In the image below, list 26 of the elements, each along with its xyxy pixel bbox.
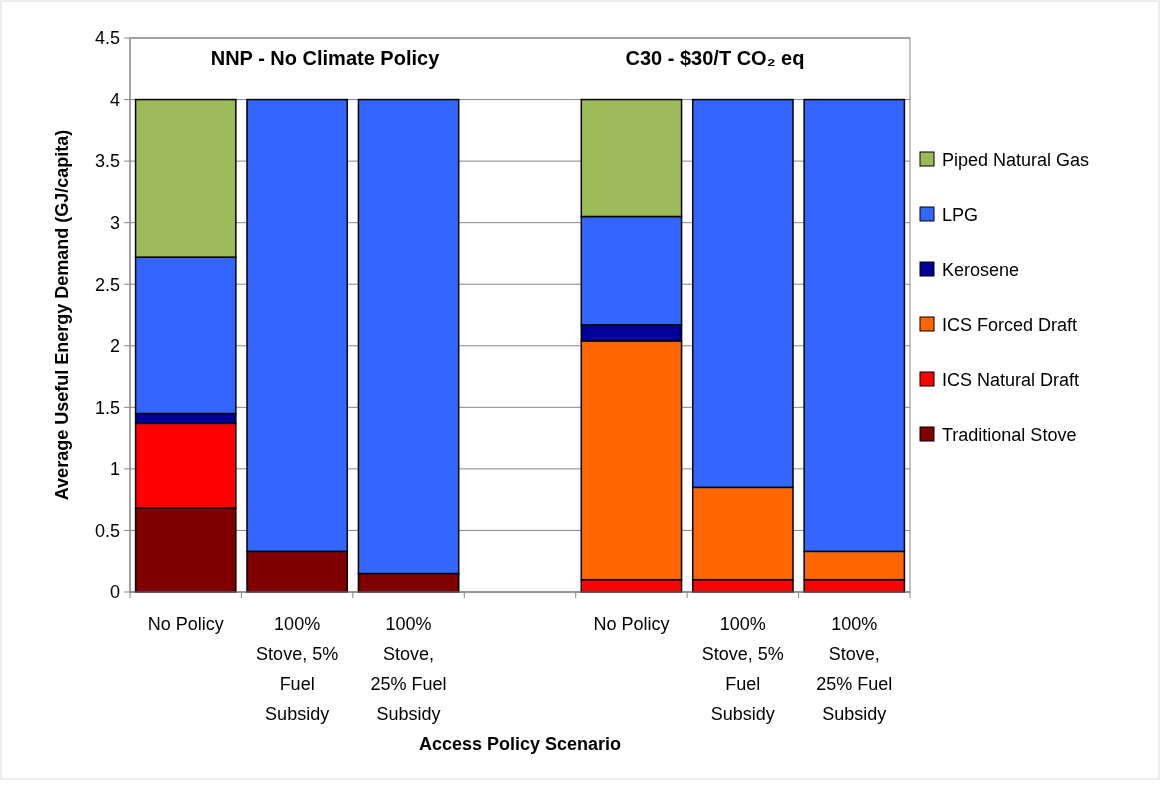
x-axis-title: Access Policy Scenario [418, 734, 622, 754]
y-tick-label: 3 [109, 212, 120, 233]
y-tick-label: 0 [109, 582, 120, 603]
y-tick-label: 1.5 [94, 397, 120, 418]
legend-label: ICS Natural Draft [942, 370, 1080, 391]
x-tick-label: 100% Stove, 25% Fuel Subsidy [370, 614, 447, 724]
y-tick-label: 1 [109, 459, 120, 480]
y-tick-label: 3.5 [94, 151, 120, 172]
x-tick-label: No Policy [147, 614, 224, 634]
legend-label: Kerosene [942, 260, 1020, 281]
y-tick-label: 2 [109, 336, 120, 357]
x-tick-label: No Policy [593, 614, 670, 634]
annotation: C30 - $30/T CO₂ eq [625, 47, 805, 69]
legend-label: ICS Forced Draft [942, 315, 1078, 336]
annotation: NNP - No Climate Policy [210, 47, 441, 69]
legend-label: Traditional Stove [942, 425, 1077, 446]
y-tick-label: 0.5 [94, 520, 120, 541]
y-tick-label: 4.5 [94, 28, 120, 49]
x-tick-label: 100% Stove, 25% Fuel Subsidy [816, 614, 893, 724]
y-tick-label: 4 [109, 89, 120, 110]
legend-label: Piped Natural Gas [942, 150, 1090, 171]
x-tick-label: 100% Stove, 5% Fuel Subsidy [701, 614, 784, 724]
y-tick-label: 2.5 [94, 274, 120, 295]
x-tick-label: 100% Stove, 5% Fuel Subsidy [256, 614, 339, 724]
y-axis-title: Average Useful Energy Demand (GJ/capita) [52, 129, 72, 501]
legend-label: LPG [942, 205, 979, 226]
